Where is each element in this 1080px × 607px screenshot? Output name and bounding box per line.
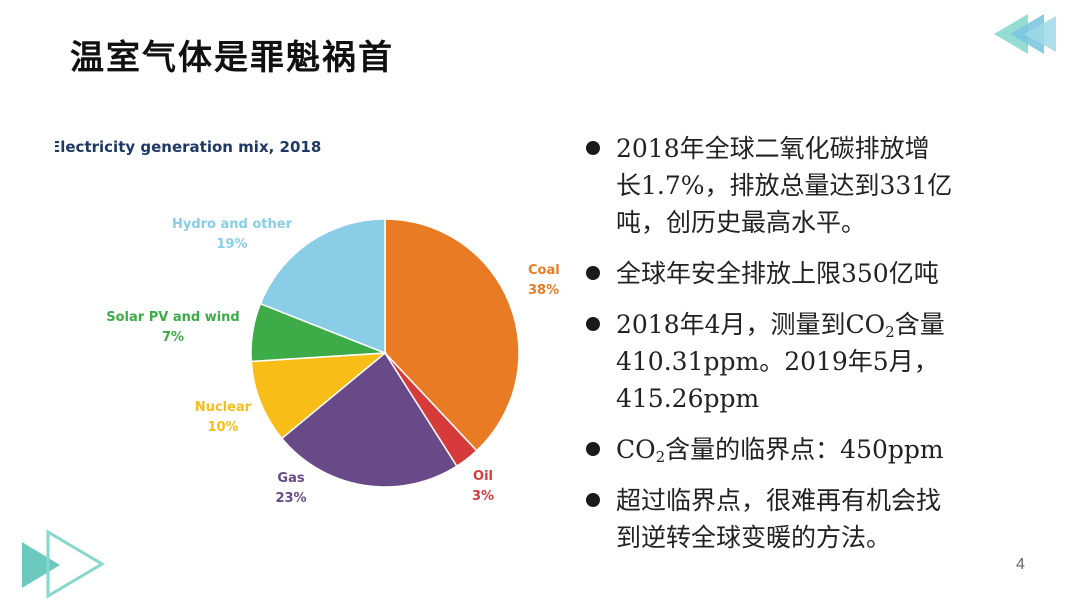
slice-percent-label: 38%: [528, 283, 559, 298]
bullet-item: 全球年安全排放上限350亿吨: [584, 255, 1054, 292]
bullet-item: 超过临界点，很难再有机会找 到逆转全球变暖的方法。: [584, 482, 1054, 556]
play-triangle-icon: [18, 528, 108, 604]
bullet-line: 吨，创历史最高水平。: [616, 208, 867, 237]
pie-chart: Electricity generation mix, 2018 Coal 38%…: [55, 128, 560, 520]
pie-slice-coal: [384, 218, 520, 452]
bullet-line: 长1.7%，排放总量达到331亿: [616, 171, 953, 200]
bullet-line: 410.31ppm。2019年5月，: [616, 347, 939, 376]
page-number: 4: [1016, 556, 1025, 573]
bullet-line: 2018年全球二氧化碳排放增: [616, 134, 930, 163]
bullet-line: 超过临界点，很难再有机会找: [616, 486, 942, 515]
bullet-text: CO: [616, 435, 656, 464]
slice-percent-label: 3%: [472, 489, 494, 504]
slice-label: Coal: [528, 263, 560, 278]
bullet-item: 2018年全球二氧化碳排放增 长1.7%，排放总量达到331亿 吨，创历史最高水…: [584, 130, 1054, 241]
slice-label: Nuclear: [195, 400, 252, 415]
bullet-list: 2018年全球二氧化碳排放增 长1.7%，排放总量达到331亿 吨，创历史最高水…: [584, 130, 1054, 570]
slice-label: Oil: [473, 469, 493, 484]
slice-label: Solar PV and wind: [106, 310, 239, 325]
subscript: 2: [885, 323, 895, 341]
bullet-item: 2018年4月，测量到CO2含量 410.31ppm。2019年5月， 415.…: [584, 306, 1054, 417]
slice-label: Hydro and other: [172, 217, 293, 232]
pie-slice-hydro-and-other: [259, 218, 386, 355]
slice-percent-label: 10%: [207, 420, 238, 435]
bullet-line: 到逆转全球变暖的方法。: [616, 523, 892, 552]
pie-slice-gas: [280, 351, 458, 488]
slice-percent-label: 19%: [216, 237, 247, 252]
slice-label: Gas: [277, 471, 304, 486]
chart-title: Electricity generation mix, 2018: [55, 138, 321, 156]
pie-chart-svg: Electricity generation mix, 2018 Coal 38%…: [55, 138, 560, 506]
bullet-text: 含量: [894, 310, 945, 339]
pie-slice-nuclear: [250, 352, 388, 440]
slide-title: 温室气体是罪魁祸首: [70, 38, 394, 78]
slice-percent-label: 7%: [162, 330, 184, 345]
bullet-item: CO2含量的临界点：450ppm: [584, 431, 1054, 468]
subscript: 2: [655, 448, 666, 466]
bullet-text: 含量的临界点：450ppm: [665, 435, 944, 464]
slice-percent-label: 23%: [275, 491, 306, 506]
double-chevron-left-icon: [990, 12, 1060, 60]
bullet-line: 415.26ppm: [616, 384, 760, 413]
bullet-text: 2018年4月，测量到CO: [616, 310, 886, 339]
bullet-line: 全球年安全排放上限350亿吨: [616, 259, 939, 288]
